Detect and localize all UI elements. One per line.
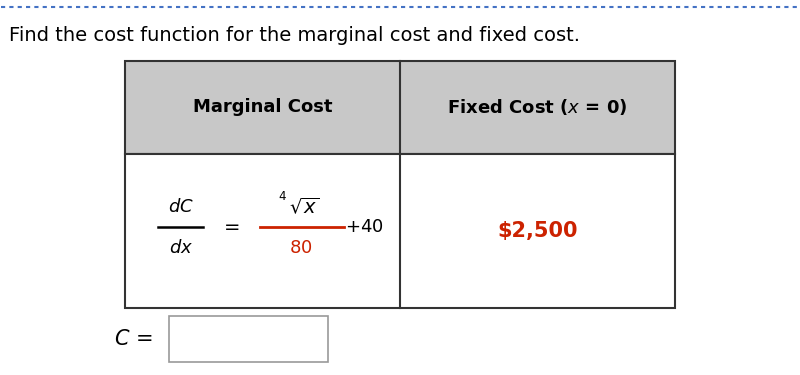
Text: =: = — [224, 218, 241, 237]
Text: $+ 40$: $+ 40$ — [345, 218, 383, 236]
Text: Fixed Cost ($x$ = 0): Fixed Cost ($x$ = 0) — [447, 98, 628, 117]
Text: $dx$: $dx$ — [169, 239, 193, 257]
Text: $dC$: $dC$ — [168, 198, 194, 216]
Text: $\sqrt{x}$: $\sqrt{x}$ — [289, 196, 320, 217]
Text: $2,500: $2,500 — [498, 221, 578, 241]
Text: Marginal Cost: Marginal Cost — [193, 98, 332, 116]
Text: $C$ =: $C$ = — [114, 329, 152, 349]
Text: $4$: $4$ — [278, 190, 287, 203]
FancyBboxPatch shape — [169, 316, 328, 363]
FancyBboxPatch shape — [125, 154, 675, 309]
Text: $80$: $80$ — [289, 239, 312, 257]
FancyBboxPatch shape — [125, 61, 675, 154]
Text: Find the cost function for the marginal cost and fixed cost.: Find the cost function for the marginal … — [10, 26, 580, 45]
